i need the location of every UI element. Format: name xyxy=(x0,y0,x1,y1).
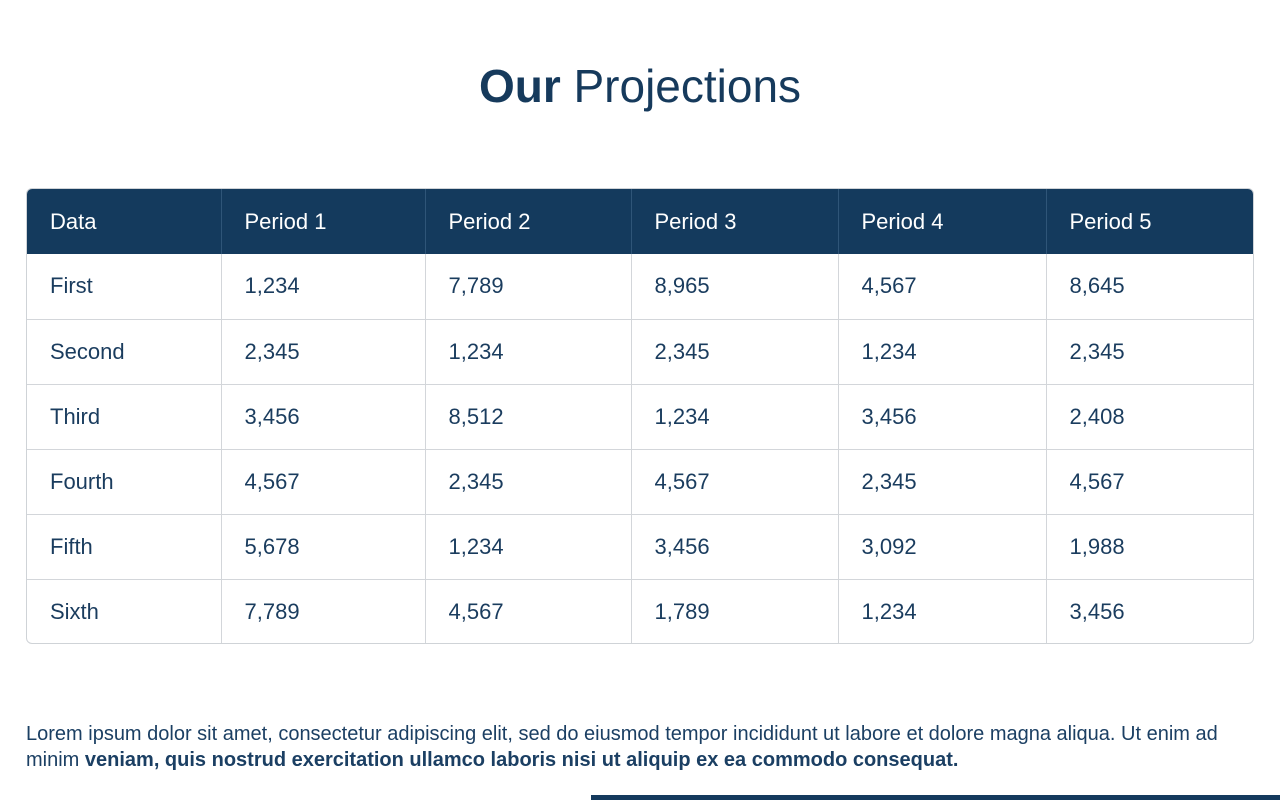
paragraph-regular: Lorem ipsum dolor sit amet, consectetur … xyxy=(26,723,1218,771)
table-cell: 8,512 xyxy=(425,384,632,450)
table-cell: 2,345 xyxy=(221,319,426,385)
row-label: Third xyxy=(27,384,222,450)
table-cell: 1,234 xyxy=(631,384,839,450)
table-cell: 4,567 xyxy=(838,254,1047,320)
column-header: Period 3 xyxy=(631,189,839,254)
row-label: Fourth xyxy=(27,449,222,515)
column-header: Period 5 xyxy=(1046,189,1253,254)
table-cell: 1,988 xyxy=(1046,514,1253,580)
table-cell: 1,234 xyxy=(838,579,1047,643)
row-label: Second xyxy=(27,319,222,385)
table-row: Second 2,345 1,234 2,345 1,234 2,345 xyxy=(27,319,1253,385)
table-body: First 1,234 7,789 8,965 4,567 8,645 Seco… xyxy=(27,254,1253,643)
table-row: Sixth 7,789 4,567 1,789 1,234 3,456 xyxy=(27,579,1253,643)
table-cell: 4,567 xyxy=(631,449,839,515)
table-cell: 1,234 xyxy=(425,319,632,385)
table-row: Fourth 4,567 2,345 4,567 2,345 4,567 xyxy=(27,449,1253,515)
table-cell: 8,645 xyxy=(1046,254,1253,320)
column-header: Data xyxy=(27,189,222,254)
table-cell: 2,345 xyxy=(838,449,1047,515)
table-cell: 2,408 xyxy=(1046,384,1253,450)
table-row: Fifth 5,678 1,234 3,456 3,092 1,988 xyxy=(27,514,1253,580)
table-cell: 5,678 xyxy=(221,514,426,580)
table-cell: 1,234 xyxy=(838,319,1047,385)
table-header: Data Period 1 Period 2 Period 3 Period 4… xyxy=(27,189,1253,254)
row-label: First xyxy=(27,254,222,320)
table-cell: 8,965 xyxy=(631,254,839,320)
table-cell: 4,567 xyxy=(425,579,632,643)
title-bold: Our xyxy=(478,60,561,112)
table-cell: 1,234 xyxy=(425,514,632,580)
data-table: Data Period 1 Period 2 Period 3 Period 4… xyxy=(27,189,1253,643)
table-cell: 7,789 xyxy=(221,579,426,643)
table-row: Third 3,456 8,512 1,234 3,456 2,408 xyxy=(27,384,1253,450)
table-cell: 4,567 xyxy=(221,449,426,515)
projections-table: Data Period 1 Period 2 Period 3 Period 4… xyxy=(26,188,1254,644)
column-header: Period 2 xyxy=(425,189,632,254)
paragraph-bold: veniam, quis nostrud exercitation ullamc… xyxy=(84,749,959,771)
row-label: Sixth xyxy=(27,579,222,643)
row-label: Fifth xyxy=(27,514,222,580)
bottom-accent-bar xyxy=(591,795,1280,800)
title-regular: Projections xyxy=(573,60,802,112)
column-header: Period 1 xyxy=(221,189,426,254)
table-cell: 1,789 xyxy=(631,579,839,643)
table-cell: 3,456 xyxy=(1069,598,1125,624)
body-paragraph: Lorem ipsum dolor sit amet, consectetur … xyxy=(26,721,1226,773)
table-cell: 2,345 xyxy=(1046,319,1253,385)
table-cell: 1,234 xyxy=(221,254,426,320)
table-cell: 2,345 xyxy=(425,449,632,515)
table-cell: 3,456 xyxy=(838,384,1047,450)
table-cell: 2,345 xyxy=(631,319,839,385)
header-row: Data Period 1 Period 2 Period 3 Period 4… xyxy=(27,189,1253,254)
table-cell: 3,092 xyxy=(838,514,1047,580)
column-header: Period 4 xyxy=(838,189,1047,254)
page-title: Our Projections xyxy=(0,58,1280,114)
table-cell: 3,456 xyxy=(221,384,426,450)
table-row: First 1,234 7,789 8,965 4,567 8,645 xyxy=(27,254,1253,320)
table-cell: 3,456 xyxy=(631,514,839,580)
table-cell: 7,789 xyxy=(425,254,632,320)
table-cell: 4,567 xyxy=(1046,449,1253,515)
